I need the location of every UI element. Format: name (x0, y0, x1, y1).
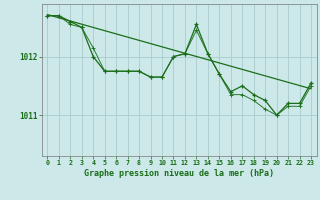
X-axis label: Graphe pression niveau de la mer (hPa): Graphe pression niveau de la mer (hPa) (84, 169, 274, 178)
